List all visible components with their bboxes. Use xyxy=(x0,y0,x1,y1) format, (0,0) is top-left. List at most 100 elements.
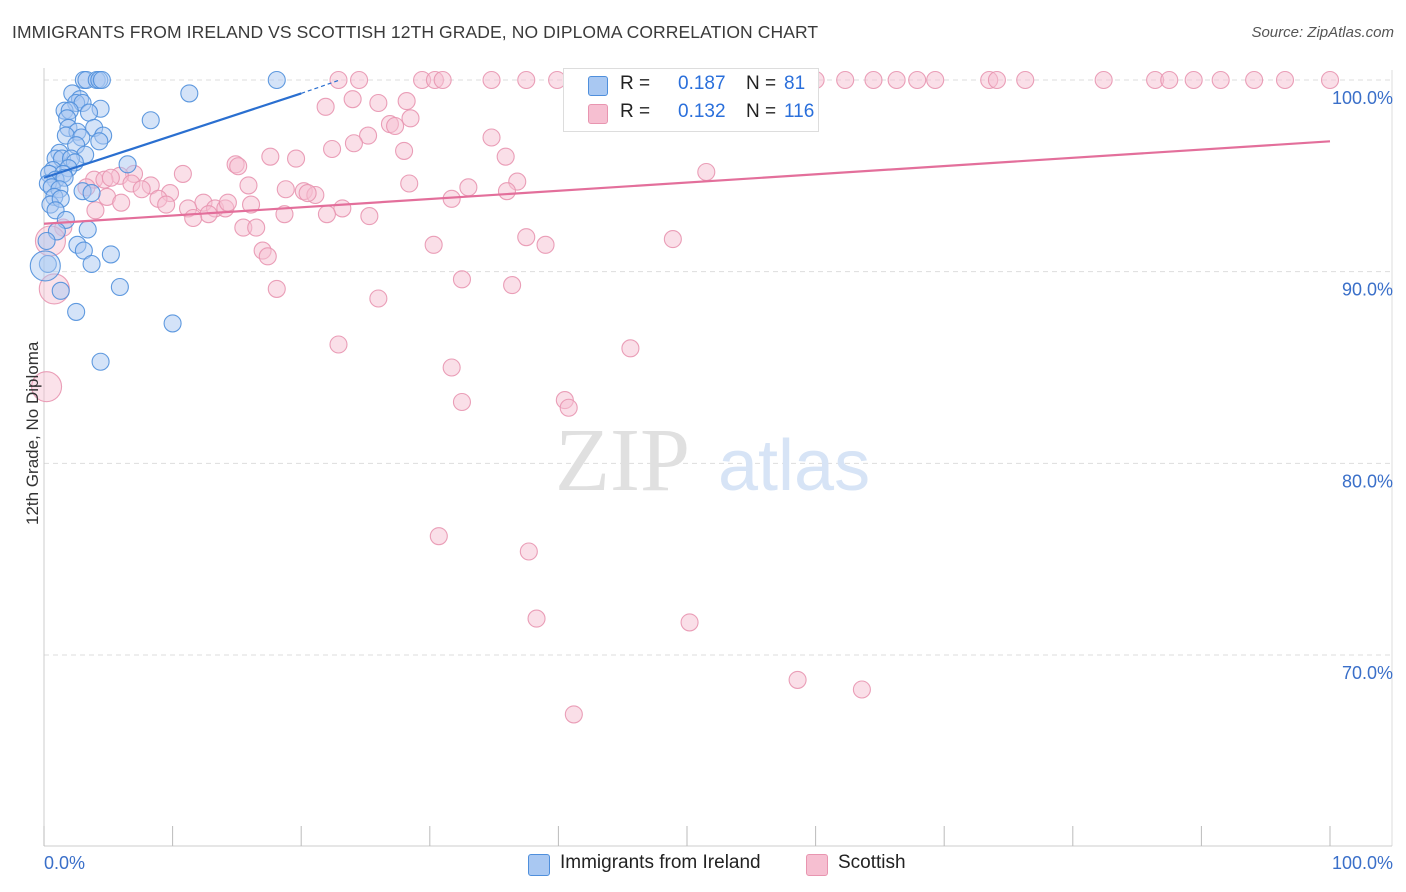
scottish-point xyxy=(433,70,452,90)
scottish-point xyxy=(344,134,363,153)
scottish-point xyxy=(317,205,336,224)
scottish-point xyxy=(1184,70,1203,90)
scottish-point xyxy=(275,205,294,224)
scottish-point xyxy=(101,168,120,187)
scottish-point xyxy=(459,178,478,197)
trend-line-ireland xyxy=(43,92,302,179)
ireland-point xyxy=(74,241,93,260)
grid-lines xyxy=(44,70,1393,846)
bottom-legend-label-scottish: Scottish xyxy=(838,852,906,873)
scottish-point xyxy=(424,235,443,254)
scottish-point xyxy=(112,193,131,212)
scottish-point xyxy=(369,93,388,113)
scottish-point xyxy=(316,97,335,116)
ireland-point xyxy=(67,302,86,321)
scottish-point xyxy=(360,207,379,226)
scottish-point xyxy=(359,126,378,145)
ireland-point xyxy=(29,250,61,282)
scottish-point xyxy=(31,371,63,403)
scottish-point xyxy=(517,228,536,247)
tick-labels: 70.0% 80.0% 90.0% 100.0% 0.0% 100.0% xyxy=(44,88,1393,873)
scottish-point xyxy=(503,276,522,295)
scottish-point xyxy=(397,92,416,111)
x-tick-label: 100.0% xyxy=(1332,853,1393,873)
scottish-point xyxy=(343,90,362,109)
scottish-point xyxy=(350,70,369,90)
scottish-point xyxy=(1245,70,1264,90)
scottish-point xyxy=(400,174,419,193)
y-tick-label: 100.0% xyxy=(1332,88,1393,108)
y-axis-label-wrap: 12th Grade, No Diploma xyxy=(18,0,42,892)
scottish-point xyxy=(482,128,501,147)
scottish-point xyxy=(517,70,536,90)
scottish-point xyxy=(276,180,295,199)
trend-lines xyxy=(43,79,1331,225)
scottish-point xyxy=(564,705,583,724)
legend-r-value: 0.187 xyxy=(678,73,726,94)
ireland-point xyxy=(79,103,99,122)
scottish-point xyxy=(1211,70,1230,90)
scottish-point xyxy=(788,670,807,689)
legend-swatch-ireland xyxy=(588,76,608,96)
ireland-point xyxy=(92,70,111,90)
y-tick-label: 80.0% xyxy=(1342,471,1393,491)
ireland-point xyxy=(91,352,110,371)
scottish-point xyxy=(229,157,248,176)
scottish-point xyxy=(836,70,855,90)
scottish-point xyxy=(239,176,258,195)
y-axis-label: 12th Grade, No Diploma xyxy=(23,341,42,525)
scottish-point xyxy=(267,279,286,298)
ireland-point xyxy=(78,220,97,239)
legend-r-value: 0.132 xyxy=(678,101,726,122)
ireland-point xyxy=(90,132,109,151)
scottish-point xyxy=(452,270,472,289)
source-note: Source: ZipAtlas.com xyxy=(1251,24,1394,41)
ireland-point xyxy=(82,184,101,203)
scottish-point xyxy=(497,182,517,201)
scottish-point xyxy=(621,339,640,358)
scottish-point xyxy=(401,109,420,128)
y-tick-label: 90.0% xyxy=(1342,280,1393,300)
ireland-point xyxy=(180,84,199,103)
y-tick-label: 70.0% xyxy=(1342,663,1393,683)
legend-n-label: N = xyxy=(746,101,777,122)
scottish-point xyxy=(496,147,515,166)
scottish-point xyxy=(536,235,555,254)
bottom-legend-swatch-ireland xyxy=(528,854,550,876)
scottish-point xyxy=(261,147,280,166)
ireland-point xyxy=(37,231,56,251)
scottish-point xyxy=(852,680,871,699)
scottish-point xyxy=(1016,70,1035,90)
scottish-point xyxy=(298,184,317,203)
scottish-point xyxy=(697,162,716,182)
scottish-point xyxy=(323,139,342,159)
legend-r-label: R = xyxy=(620,73,651,94)
scottish-point xyxy=(887,70,906,90)
ireland-point xyxy=(118,155,137,174)
scottish-point xyxy=(908,70,927,90)
scottish-point xyxy=(86,201,105,220)
scottish-point xyxy=(247,218,266,237)
series-scottish xyxy=(31,70,1340,724)
scottish-point xyxy=(132,180,151,199)
scottish-point xyxy=(241,195,261,214)
chart-title: IMMIGRANTS FROM IRELAND VS SCOTTISH 12TH… xyxy=(12,22,819,42)
scottish-point xyxy=(157,195,176,214)
scottish-point xyxy=(369,289,388,308)
ireland-point xyxy=(267,70,286,90)
scottish-point xyxy=(333,199,352,218)
scottish-point xyxy=(429,527,448,546)
scottish-point xyxy=(680,613,699,632)
ireland-point xyxy=(38,254,57,274)
scottish-point xyxy=(1094,70,1113,90)
bottom-legend-swatch-scottish xyxy=(806,854,828,876)
correlation-legend: R = 0.187 N = 81 R = 0.132 N = 116 xyxy=(563,68,819,132)
x-tick-label: 0.0% xyxy=(44,853,85,873)
ireland-point xyxy=(141,111,160,130)
axes xyxy=(43,68,1392,847)
scottish-point xyxy=(1275,70,1295,90)
trend-line-scottish xyxy=(43,140,1331,225)
scottish-point xyxy=(527,609,546,628)
scottish-point xyxy=(559,398,578,417)
